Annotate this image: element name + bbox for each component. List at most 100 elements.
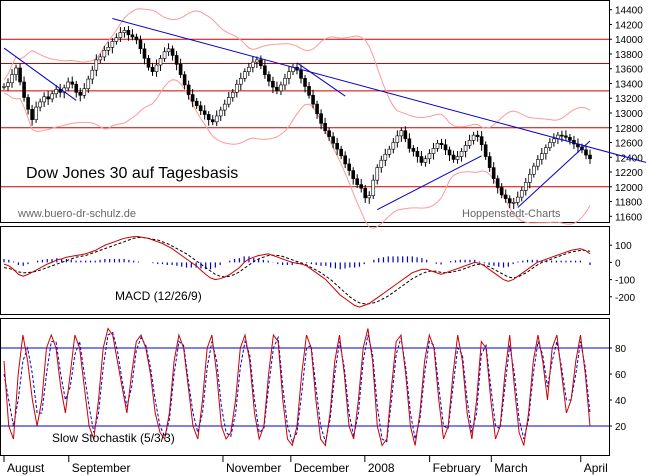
price-candle <box>283 78 287 86</box>
price-candle <box>527 173 532 183</box>
price-candle <box>471 134 476 141</box>
price-candle <box>186 84 191 95</box>
price-candle <box>536 159 540 167</box>
price-candle <box>459 151 464 157</box>
price-candle <box>315 103 319 115</box>
price-candle <box>114 37 119 42</box>
price-candle <box>347 163 351 171</box>
price-candle <box>435 142 440 149</box>
price-candle <box>263 65 267 75</box>
price-candle <box>415 151 420 157</box>
price-candle <box>564 135 568 138</box>
price-candle <box>271 80 275 88</box>
price-y-tick-label: 13400 <box>615 79 643 90</box>
trendline <box>3 47 77 101</box>
price-y-tick-label: 13600 <box>615 65 643 76</box>
price-candle <box>383 154 388 161</box>
price-candle <box>307 86 311 96</box>
price-candle <box>275 86 279 92</box>
price-candle <box>158 58 163 66</box>
price-candle <box>255 59 259 63</box>
price-candle <box>210 119 215 123</box>
price-candle <box>447 149 452 156</box>
price-candle <box>519 190 524 198</box>
price-candle <box>66 81 71 89</box>
price-candle <box>34 106 38 120</box>
price-candle <box>491 167 496 179</box>
price-candle <box>359 184 364 189</box>
price-candle <box>548 142 552 148</box>
price-candle <box>198 105 203 112</box>
trendline <box>517 140 591 208</box>
price-candle <box>162 51 167 59</box>
price-y-tick-label: 11600 <box>615 212 643 223</box>
price-candle <box>166 48 171 53</box>
price-candle <box>70 81 75 85</box>
price-candle <box>247 66 251 72</box>
chart-title: Dow Jones 30 auf Tagesbasis <box>26 165 238 182</box>
x-month-label: 2008 <box>368 461 395 475</box>
macd-signal-line <box>3 237 591 305</box>
price-candle <box>6 82 10 87</box>
watermark-right: Hoppenstedt-Charts <box>462 208 561 220</box>
price-candle <box>407 138 412 149</box>
price-y-tick-label: 14000 <box>615 35 643 46</box>
price-candle <box>423 158 428 163</box>
x-month-label: April <box>584 461 608 475</box>
price-candle <box>74 83 79 93</box>
price-candle <box>206 114 211 120</box>
stoch-y-tick-label: 80 <box>615 344 627 355</box>
macd-y-tick-label: -200 <box>615 293 635 304</box>
price-candle <box>303 78 307 87</box>
macd-y-tick-label: 100 <box>615 241 632 252</box>
price-candle <box>178 63 183 75</box>
price-candle <box>463 145 468 152</box>
price-candle <box>363 187 368 199</box>
price-y-tick-label: 12000 <box>615 183 643 194</box>
stoch-d-line <box>3 331 591 444</box>
price-candle <box>126 30 131 36</box>
price-candle <box>94 59 99 71</box>
x-month-label: September <box>72 461 131 475</box>
price-candle <box>130 34 135 38</box>
price-candle <box>335 142 339 150</box>
price-candle <box>511 201 516 204</box>
price-candle <box>259 59 263 67</box>
price-candle <box>90 69 95 80</box>
price-candle <box>495 178 500 188</box>
stochastic-panel-frame <box>0 318 610 456</box>
price-y-tick-label: 14200 <box>615 20 643 31</box>
price-candle <box>391 142 396 150</box>
bollinger-upper-band <box>3 8 591 129</box>
price-candle <box>568 137 572 141</box>
price-candle <box>154 64 159 72</box>
macd-line <box>3 236 591 308</box>
price-candle <box>319 113 323 124</box>
price-candle <box>150 66 155 72</box>
price-candle <box>371 179 376 196</box>
macd-panel: 100 0 -100 -200 <box>3 236 635 308</box>
price-candle <box>82 88 87 96</box>
price-candle <box>395 135 400 143</box>
price-candle <box>311 94 315 105</box>
price-y-tick-label: 13200 <box>615 94 643 105</box>
price-candle <box>243 71 247 79</box>
price-candle <box>588 154 592 160</box>
price-candle <box>50 93 54 100</box>
price-candle <box>351 170 355 179</box>
price-y-tick-label: 12800 <box>615 124 643 135</box>
x-axis: August September November December 2008 Febru… <box>3 456 608 475</box>
price-candle <box>122 30 127 33</box>
price-candle <box>503 194 508 199</box>
price-candle <box>190 94 195 102</box>
macd-panel-frame <box>0 226 610 315</box>
price-candle <box>387 148 392 155</box>
trendline <box>377 155 482 211</box>
price-candle <box>251 61 255 68</box>
price-candle <box>2 86 6 88</box>
price-candle <box>499 187 504 196</box>
price-candle <box>222 103 227 111</box>
stochastic-title: Slow Stochastik (5/3/3) <box>52 431 175 445</box>
price-candle <box>443 144 448 151</box>
price-candle <box>134 36 139 41</box>
